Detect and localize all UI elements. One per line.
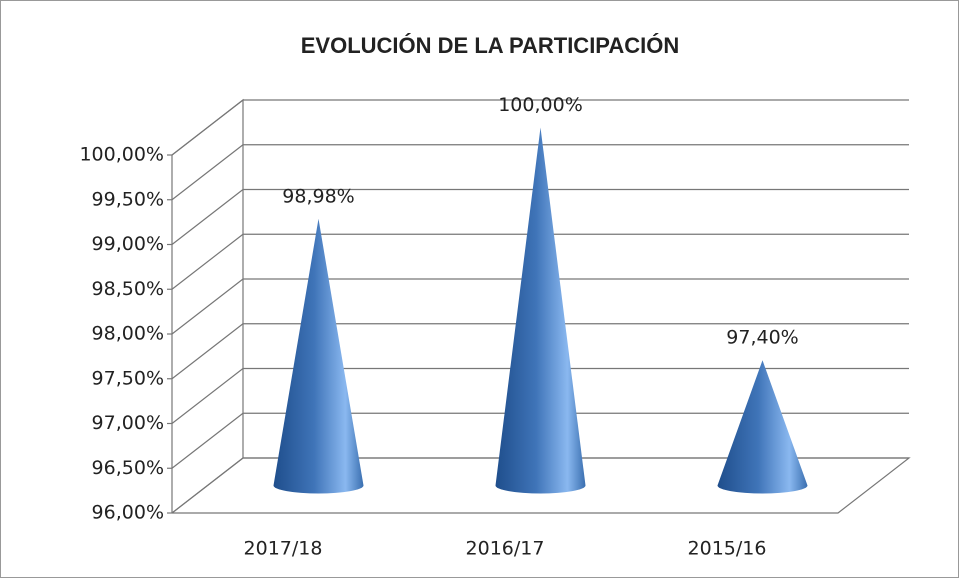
- grid-line: [171, 99, 909, 156]
- grid-line: [171, 457, 909, 514]
- value-label: 97,40%: [726, 327, 798, 349]
- value-label: 100,00%: [498, 94, 583, 116]
- grid-line: [171, 367, 909, 424]
- x-tick-label: 2016/17: [466, 538, 545, 560]
- x-tick-label: 2017/18: [244, 538, 323, 560]
- grid-line: [171, 412, 909, 469]
- cone: [273, 218, 364, 494]
- value-label: 98,98%: [282, 185, 354, 207]
- y-tick-label: 97,00%: [92, 412, 164, 434]
- grid-line: [171, 188, 909, 245]
- grid-line: [171, 278, 909, 335]
- y-tick-label: 96,50%: [92, 457, 164, 479]
- y-tick-label: 97,50%: [92, 367, 164, 389]
- x-tick-label: 2015/16: [688, 538, 767, 560]
- cone: [717, 360, 808, 494]
- y-tick-label: 96,00%: [92, 502, 164, 524]
- grid-line: [171, 323, 909, 380]
- cone: [495, 127, 586, 494]
- y-tick-label: 98,00%: [92, 323, 164, 345]
- y-tick-label: 99,00%: [92, 233, 164, 255]
- grid-line: [171, 233, 909, 290]
- chart-title: EVOLUCIÓN DE LA PARTICIPACIÓN: [301, 33, 680, 58]
- grid-line: [171, 144, 909, 201]
- y-tick-label: 100,00%: [79, 144, 164, 166]
- y-tick-label: 98,50%: [92, 278, 164, 300]
- y-tick-label: 99,50%: [92, 188, 164, 210]
